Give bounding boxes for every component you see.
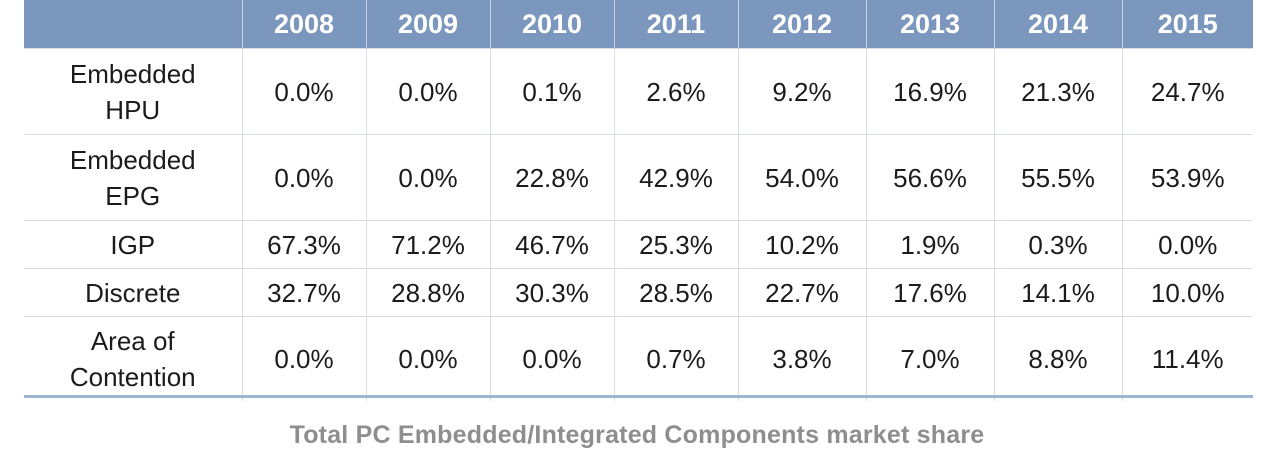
value-cell: 0.0% <box>1121 220 1253 269</box>
value-cell: 11.4% <box>1121 316 1253 401</box>
value-cell: 22.8% <box>489 134 614 221</box>
chart-caption: Total PC Embedded/Integrated Components … <box>289 421 985 449</box>
header-cell-2012: 2012 <box>737 0 866 49</box>
market-share-table-container: 2008 2009 2010 2011 2012 2013 2014 2015 … <box>24 0 1253 401</box>
value-cell: 32.7% <box>241 268 366 317</box>
header-row: 2008 2009 2010 2011 2012 2013 2014 2015 <box>24 0 1253 49</box>
header-cell-2013: 2013 <box>865 0 994 49</box>
value-cell: 42.9% <box>613 134 738 221</box>
value-cell: 71.2% <box>365 220 490 269</box>
row-label-line: Embedded <box>69 144 196 175</box>
row-label-cell: Embedded EPG <box>24 134 242 221</box>
value-cell: 0.1% <box>489 48 614 135</box>
value-cell: 7.0% <box>865 316 994 401</box>
header-cell-2010: 2010 <box>489 0 614 49</box>
table-bottom-rule <box>24 395 1253 398</box>
value-cell: 0.0% <box>241 48 366 135</box>
value-cell: 54.0% <box>737 134 866 221</box>
value-cell: 0.7% <box>613 316 738 401</box>
value-cell: 0.0% <box>365 48 490 135</box>
value-cell: 46.7% <box>489 220 614 269</box>
value-cell: 2.6% <box>613 48 738 135</box>
value-cell: 22.7% <box>737 268 866 317</box>
value-cell: 53.9% <box>1121 134 1253 221</box>
value-cell: 0.0% <box>241 316 366 401</box>
value-cell: 21.3% <box>993 48 1122 135</box>
row-label-cell: IGP <box>24 220 242 269</box>
table-row: Discrete 32.7% 28.8% 30.3% 28.5% 22.7% 17.6% 14… <box>24 268 1253 317</box>
value-cell: 0.0% <box>241 134 366 221</box>
value-cell: 8.8% <box>993 316 1122 401</box>
value-cell: 17.6% <box>865 268 994 317</box>
market-share-table: 2008 2009 2010 2011 2012 2013 2014 2015 … <box>24 0 1253 401</box>
value-cell: 9.2% <box>737 48 866 135</box>
value-cell: 0.0% <box>489 316 614 401</box>
table-row: IGP 67.3% 71.2% 46.7% 25.3% 10.2% 1.9% 0.3% 0.0% <box>24 220 1253 269</box>
value-cell: 10.2% <box>737 220 866 269</box>
row-label-line: HPU <box>105 94 161 125</box>
value-cell: 14.1% <box>993 268 1122 317</box>
value-cell: 10.0% <box>1121 268 1253 317</box>
row-label-line: Embedded <box>69 58 196 89</box>
table-row: Area of Contention 0.0% 0.0% 0.0% 0.7% 3.8% 7.0… <box>24 316 1253 401</box>
row-label-cell: Area of Contention <box>24 316 242 401</box>
value-cell: 0.3% <box>993 220 1122 269</box>
value-cell: 25.3% <box>613 220 738 269</box>
value-cell: 56.6% <box>865 134 994 221</box>
row-label-cell: Discrete <box>24 268 242 317</box>
value-cell: 28.8% <box>365 268 490 317</box>
value-cell: 30.3% <box>489 268 614 317</box>
table-row: Embedded EPG 0.0% 0.0% 22.8% 42.9% 54.0% 56.6% 5… <box>24 134 1253 221</box>
value-cell: 28.5% <box>613 268 738 317</box>
row-label-line: Discrete <box>85 277 181 308</box>
row-label-line: Contention <box>69 362 196 392</box>
value-cell: 55.5% <box>993 134 1122 221</box>
table-body: Embedded HPU 0.0% 0.0% 0.1% 2.6% 9.2% 16.9% 21.3… <box>24 48 1253 401</box>
row-label-line: IGP <box>110 229 156 260</box>
value-cell: 1.9% <box>865 220 994 269</box>
value-cell: 0.0% <box>365 134 490 221</box>
value-cell: 0.0% <box>365 316 490 401</box>
value-cell: 67.3% <box>241 220 366 269</box>
header-cell-2009: 2009 <box>365 0 490 49</box>
header-cell-corner <box>24 0 242 49</box>
value-cell: 3.8% <box>737 316 866 401</box>
row-label-cell: Embedded HPU <box>24 48 242 135</box>
value-cell: 24.7% <box>1121 48 1253 135</box>
row-label-line: EPG <box>105 180 161 211</box>
header-cell-2014: 2014 <box>993 0 1122 49</box>
value-cell: 16.9% <box>865 48 994 135</box>
header-cell-2011: 2011 <box>613 0 738 49</box>
header-cell-2008: 2008 <box>241 0 366 49</box>
row-label-line: Area of <box>90 326 175 356</box>
table-row: Embedded HPU 0.0% 0.0% 0.1% 2.6% 9.2% 16.9% 21.3… <box>24 48 1253 135</box>
header-cell-2015: 2015 <box>1121 0 1253 49</box>
